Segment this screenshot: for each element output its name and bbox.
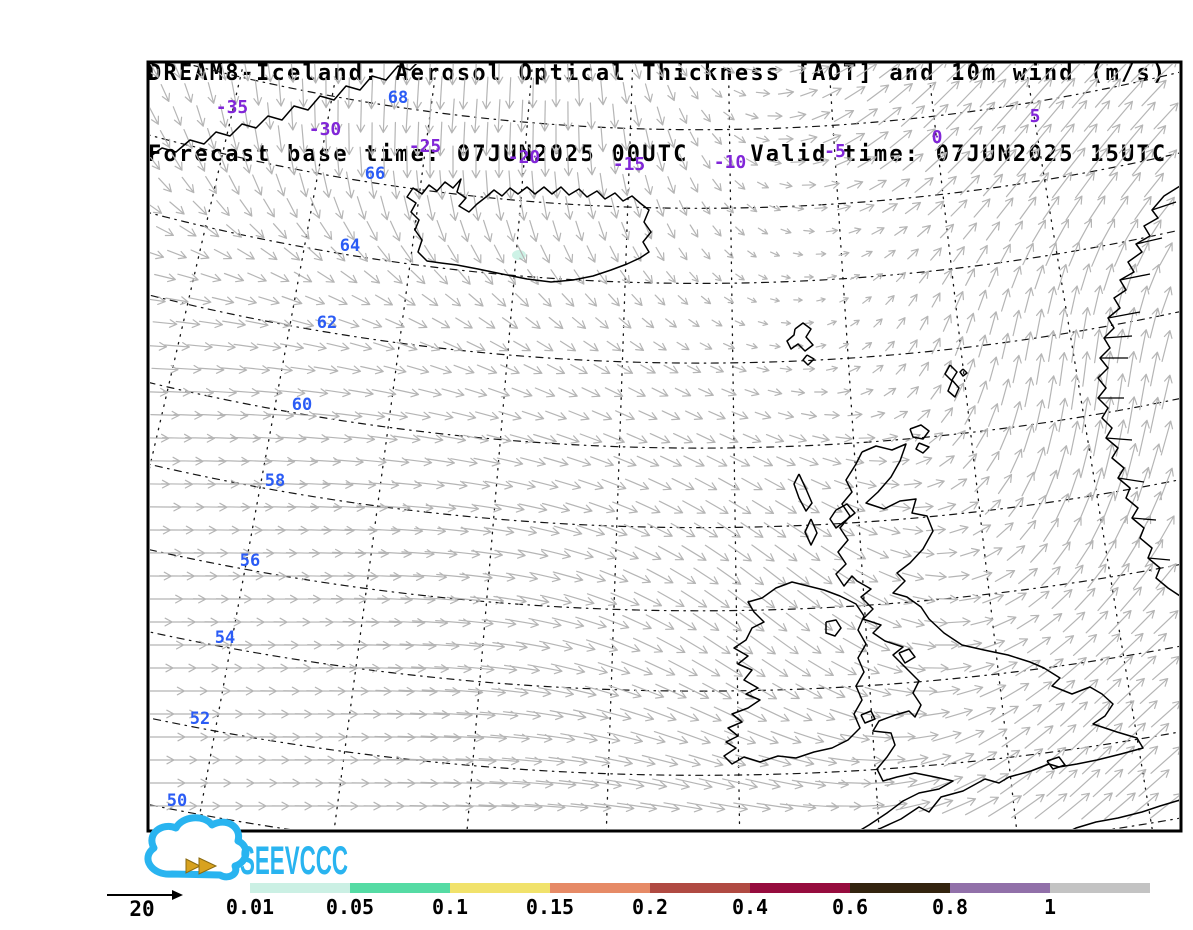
legend-swatch [950,883,1050,893]
coastline-norway-fjord [1131,517,1157,521]
coastline-norway-fjord [1135,237,1163,245]
legend-tick-label: 0.4 [732,895,768,919]
legend-swatch [550,883,650,893]
legend-swatch [450,883,550,893]
legend-tick-label: 0.6 [832,895,868,919]
coastline-shetland [944,364,960,398]
coastline-lough_neagh [825,619,842,637]
longitude-label: -35 [216,97,249,118]
graticule-layer [150,64,1179,829]
wind-reference-arrowhead [172,890,183,900]
coastline-greenland [150,64,418,158]
longitude-label: -25 [409,136,442,157]
legend-tick-label: 0.2 [632,895,668,919]
coastline-norway-fjord [1151,201,1177,211]
coastline-ireland [723,581,867,765]
legend-swatch [650,883,750,893]
legend-swatch [1050,883,1150,893]
logo-text: SEEVCCC [240,839,348,883]
legend-swatch [350,883,450,893]
graticule-labels: -35 -30 -25 -20 -15 -10 -5 0 5 68 66 64 62 60 58 56 54 52… [167,88,1041,811]
legend-tick-label: 0.8 [932,895,968,919]
coastline-hebrides_lewis [793,473,813,512]
longitude-label: 0 [932,127,943,148]
coastline-layer [150,64,1179,829]
latitude-label: 68 [388,88,408,108]
longitude-label: 5 [1030,106,1041,127]
longitude-label: -20 [508,147,541,168]
logo-arrow-icon-2 [198,857,218,875]
longitude-label: -30 [309,119,342,140]
coastline-norway-fjord [1105,437,1133,441]
legend-swatch [850,883,950,893]
coastline-shetland_isle [959,368,968,377]
legend-tick-label: 1 [1044,895,1056,919]
coastline-norway-fjord [1119,273,1151,281]
coastline-anglesey [860,710,876,724]
coastline-orkney_a [909,424,930,440]
coastline-norway-fjord [1147,557,1171,561]
seevccc-logo: SEEVCCC [144,814,348,883]
wind-arrows [150,64,1179,820]
meridian-lines [150,64,1153,829]
coastline-norway-fjord [1117,477,1145,483]
longitude-label: -5 [824,141,846,162]
latitude-label: 54 [215,628,235,648]
latitude-label: 56 [240,551,260,571]
coastline-norway-fjord [1107,311,1141,319]
latitude-label: 60 [292,395,312,415]
latitude-label: 58 [265,471,285,491]
coastline-france [1072,799,1179,829]
legend-tick-label: 0.1 [432,895,468,919]
coastline-norway [1097,185,1179,597]
coastline-hebrides_uist [804,518,818,546]
wind-reference-label: 20 [129,897,154,921]
title-line-1: DREAM8-Iceland: Aerosol Optical Thicknes… [148,61,1168,86]
logo-arrow-icon [185,858,202,874]
coastline-isle_of_man [898,648,916,664]
legend-swatch [250,883,350,893]
longitude-label: -15 [613,154,646,175]
legend-swatch [750,883,850,893]
latitude-label: 50 [167,791,187,811]
latitude-label: 64 [340,236,360,256]
legend-tick-label: 0.05 [326,895,374,919]
wind-layer [150,64,1179,820]
legend-tick-label: 0.01 [226,895,274,919]
legend: 0.01 0.05 0.1 0.15 0.2 0.4 0.6 0.8 1 20 [107,883,1150,921]
legend-tick-label: 0.15 [526,895,574,919]
aot-patch [512,250,526,260]
latitude-label: 52 [190,709,210,729]
longitude-label: -10 [714,152,747,173]
logo-cloud-icon [144,814,250,881]
coastline-faroe_main [786,322,814,352]
coastline-faroe_south [802,354,815,366]
latitude-label: 66 [365,164,385,184]
map-frame [146,60,1183,833]
coastline-iceland [406,178,652,283]
coastline-orkney_b [915,442,930,454]
latitude-label: 62 [317,313,337,333]
aot-layer [512,250,526,260]
coastline-isle_of_wight [1046,756,1066,770]
coastline-norway-fjord [1103,335,1133,339]
